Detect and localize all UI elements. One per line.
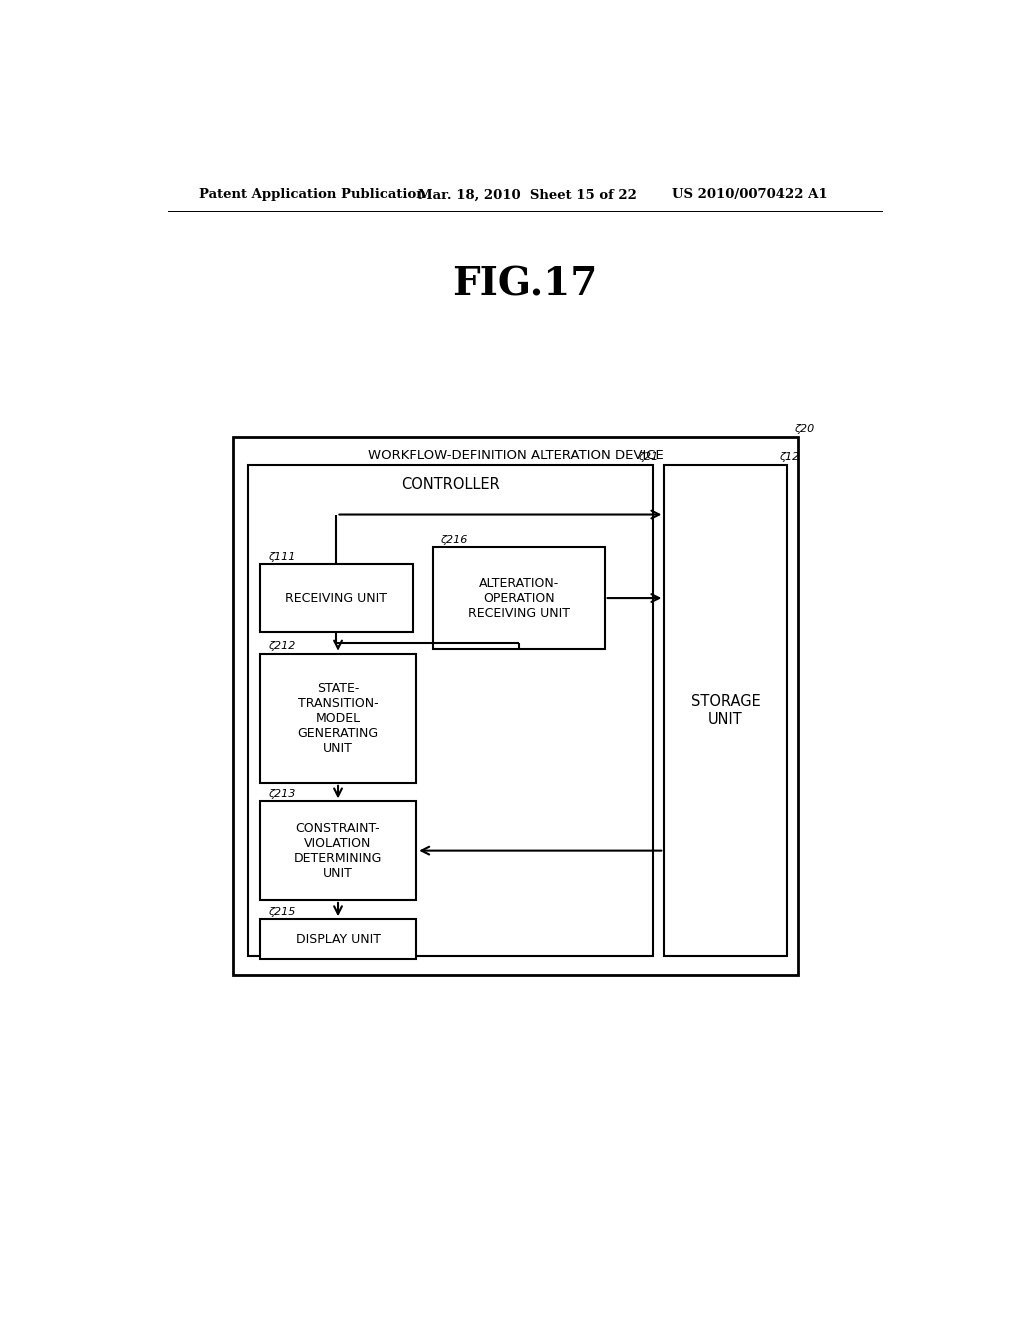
Text: ζ12: ζ12 (779, 451, 799, 462)
Text: ζ213: ζ213 (267, 789, 295, 800)
Text: WORKFLOW-DEFINITION ALTERATION DEVICE: WORKFLOW-DEFINITION ALTERATION DEVICE (368, 449, 664, 462)
Text: Patent Application Publication: Patent Application Publication (200, 189, 426, 202)
Text: ζ216: ζ216 (440, 535, 468, 545)
Text: DISPLAY UNIT: DISPLAY UNIT (296, 933, 381, 945)
Bar (260, 919, 417, 960)
Bar (260, 564, 414, 632)
Text: ζ20: ζ20 (795, 424, 815, 434)
Bar (232, 437, 799, 974)
Text: ζ215: ζ215 (267, 907, 295, 917)
Text: ALTERATION-
OPERATION
RECEIVING UNIT: ALTERATION- OPERATION RECEIVING UNIT (468, 577, 569, 619)
Text: CONTROLLER: CONTROLLER (401, 477, 500, 492)
Text: STATE-
TRANSITION-
MODEL
GENERATING
UNIT: STATE- TRANSITION- MODEL GENERATING UNIT (297, 681, 379, 755)
Text: ζ212: ζ212 (267, 642, 295, 652)
Bar (432, 548, 604, 649)
Text: FIG.17: FIG.17 (453, 265, 597, 304)
Text: ζ21: ζ21 (638, 451, 658, 462)
Text: ζ111: ζ111 (267, 552, 295, 562)
Bar (260, 801, 417, 900)
Bar (248, 465, 652, 956)
Text: US 2010/0070422 A1: US 2010/0070422 A1 (672, 189, 827, 202)
Text: RECEIVING UNIT: RECEIVING UNIT (286, 591, 387, 605)
Text: CONSTRAINT-
VIOLATION
DETERMINING
UNIT: CONSTRAINT- VIOLATION DETERMINING UNIT (294, 821, 382, 879)
Text: STORAGE
UNIT: STORAGE UNIT (690, 694, 761, 727)
Bar (260, 653, 417, 783)
Bar (665, 465, 786, 956)
Text: Mar. 18, 2010  Sheet 15 of 22: Mar. 18, 2010 Sheet 15 of 22 (418, 189, 637, 202)
